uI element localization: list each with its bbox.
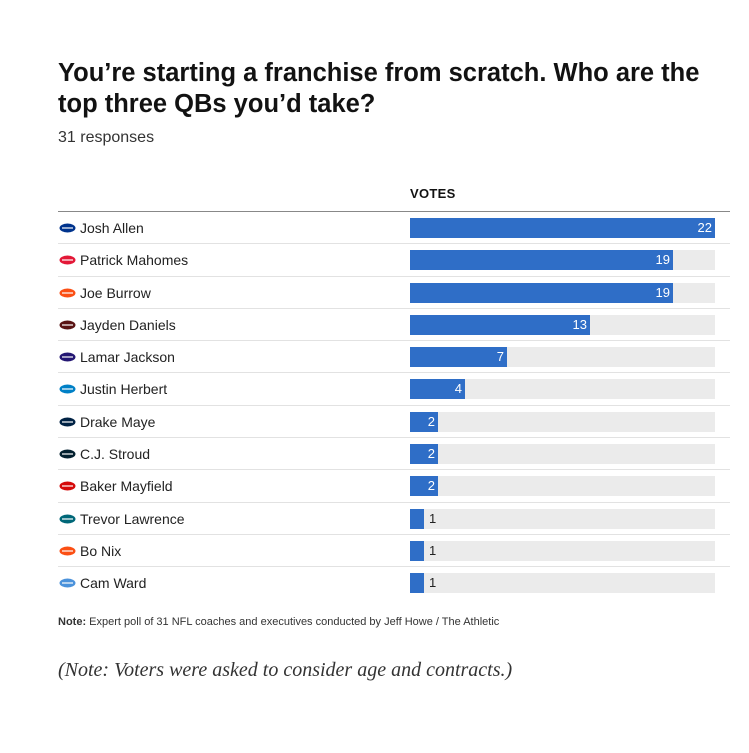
header-divider bbox=[58, 211, 730, 212]
bar-track: 2 bbox=[410, 444, 715, 465]
bar-track: 7 bbox=[410, 347, 715, 368]
chart-title: You’re starting a franchise from scratch… bbox=[58, 59, 700, 118]
bar-track: 1 bbox=[410, 508, 715, 529]
bar-track: 1 bbox=[410, 573, 715, 594]
chart-note: Note: Expert poll of 31 NFL coaches and … bbox=[58, 616, 499, 628]
chart-row: Lamar Jackson 7 bbox=[58, 341, 730, 374]
vote-value-label: 19 bbox=[655, 252, 670, 268]
chart-row: Joe Burrow 19 bbox=[58, 277, 730, 309]
bar-track: 19 bbox=[410, 282, 715, 303]
bar-track: 4 bbox=[410, 379, 715, 400]
vote-bar bbox=[410, 444, 438, 465]
player-name: Baker Mayfield bbox=[80, 478, 173, 495]
vote-value-label: 13 bbox=[572, 316, 587, 332]
vote-bar bbox=[410, 250, 673, 271]
vote-bar bbox=[410, 218, 715, 238]
bills-logo-icon bbox=[59, 223, 76, 233]
chart-row: Josh Allen 22 bbox=[58, 212, 730, 245]
chart-row: Bo Nix 1 bbox=[58, 535, 730, 568]
vote-value-label: 2 bbox=[427, 446, 435, 462]
bengals-logo-icon bbox=[59, 288, 76, 298]
player-name: Justin Herbert bbox=[80, 381, 168, 398]
bar-track: 2 bbox=[410, 411, 715, 432]
player-name: Bo Nix bbox=[80, 542, 122, 559]
player-name: Trevor Lawrence bbox=[80, 510, 185, 527]
vote-bar bbox=[410, 508, 424, 529]
vote-value-label: 2 bbox=[427, 478, 435, 494]
chargers-logo-icon bbox=[59, 384, 76, 394]
player-name: C.J. Stroud bbox=[80, 446, 151, 463]
vote-value-label: 19 bbox=[655, 284, 670, 300]
vote-value-label: 22 bbox=[697, 220, 712, 235]
chart-row: Drake Maye 2 bbox=[58, 406, 730, 439]
jaguars-logo-icon bbox=[59, 514, 76, 524]
vote-bar bbox=[410, 314, 590, 335]
player-name: Drake Maye bbox=[80, 413, 156, 430]
chart-row: Baker Mayfield 2 bbox=[58, 470, 730, 503]
chart-row: C.J. Stroud 2 bbox=[58, 438, 730, 471]
player-name: Josh Allen bbox=[80, 220, 144, 236]
vote-bar bbox=[410, 411, 438, 432]
player-name: Jayden Daniels bbox=[80, 316, 176, 333]
chart-rows: Josh Allen 22 Patrick Mahomes 19 Joe Burrow 1… bbox=[58, 212, 730, 600]
vote-bar bbox=[410, 540, 424, 561]
chart-row: Cam Ward 1 bbox=[58, 567, 730, 599]
chart-row: Patrick Mahomes 19 bbox=[58, 244, 730, 277]
chart-subtitle: 31 responses bbox=[58, 129, 155, 146]
vote-bar bbox=[410, 379, 465, 400]
patriots-logo-icon bbox=[59, 417, 76, 427]
bar-track: 1 bbox=[410, 540, 715, 561]
player-name: Lamar Jackson bbox=[80, 349, 175, 366]
titans-logo-icon bbox=[59, 578, 76, 588]
vote-value-label: 1 bbox=[429, 542, 437, 558]
vote-bar bbox=[410, 282, 673, 303]
ravens-logo-icon bbox=[59, 352, 76, 362]
votes-column-header: VOTES bbox=[410, 186, 456, 201]
broncos-logo-icon bbox=[59, 546, 76, 556]
chiefs-logo-icon bbox=[59, 255, 76, 265]
bar-track: 13 bbox=[410, 314, 715, 335]
vote-bar bbox=[410, 573, 424, 594]
vote-value-label: 7 bbox=[496, 349, 504, 365]
note-label: Note: bbox=[58, 616, 87, 628]
chart-row: Jayden Daniels 13 bbox=[58, 309, 730, 342]
vote-value-label: 2 bbox=[427, 413, 435, 429]
player-name: Cam Ward bbox=[80, 575, 147, 592]
vote-bar bbox=[410, 476, 438, 497]
bar-track: 19 bbox=[410, 250, 715, 271]
player-name: Patrick Mahomes bbox=[80, 252, 189, 269]
texans-logo-icon bbox=[59, 449, 76, 459]
chart-row: Justin Herbert 4 bbox=[58, 373, 730, 406]
bar-track: 22 bbox=[410, 218, 715, 238]
buccaneers-logo-icon bbox=[59, 481, 76, 491]
commanders-logo-icon bbox=[59, 320, 76, 330]
vote-bar bbox=[410, 347, 507, 368]
chart-row: Trevor Lawrence 1 bbox=[58, 503, 730, 535]
bar-track: 2 bbox=[410, 476, 715, 497]
footnote: (Note: Voters were asked to consider age… bbox=[58, 659, 513, 681]
vote-value-label: 4 bbox=[454, 381, 462, 397]
player-name: Joe Burrow bbox=[80, 284, 151, 301]
vote-value-label: 1 bbox=[429, 510, 437, 526]
note-text: Expert poll of 31 NFL coaches and execut… bbox=[89, 616, 500, 628]
vote-value-label: 1 bbox=[429, 575, 437, 591]
